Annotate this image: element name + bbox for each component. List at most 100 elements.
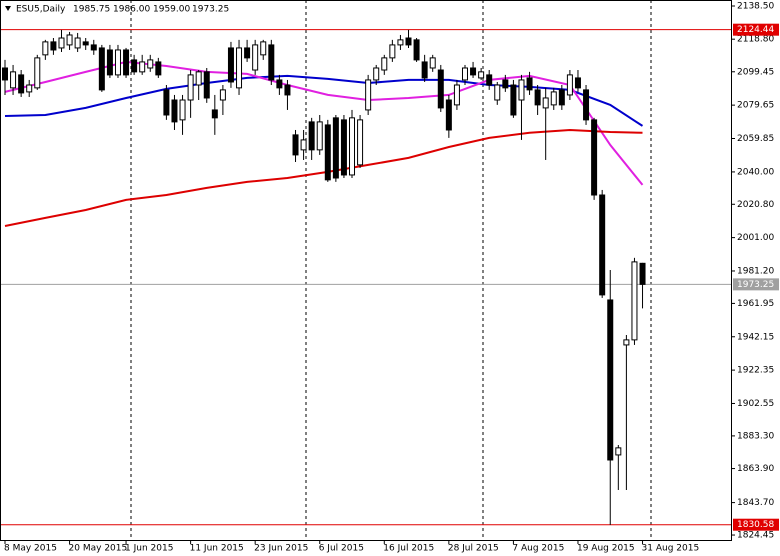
candle-body — [58, 37, 65, 49]
candle-body — [74, 37, 81, 49]
candle-body — [66, 34, 73, 46]
candle-body — [357, 119, 364, 166]
candle-body — [332, 117, 339, 179]
x-tick-label: 20 May 2015 — [69, 544, 128, 554]
candle-body — [252, 44, 259, 71]
y-tick-label: 2138.50 — [737, 1, 774, 11]
candle-body — [453, 84, 460, 106]
y-tick-label: 2040.00 — [737, 167, 774, 177]
candle-body — [42, 41, 49, 56]
y-tick-label: 2020.80 — [737, 200, 774, 210]
candle-body — [437, 69, 444, 109]
candle-body — [583, 89, 590, 121]
candle-body — [413, 39, 420, 61]
candle-body — [171, 99, 178, 123]
candle-body — [179, 99, 186, 121]
candle-body — [591, 119, 598, 196]
symbol: ESU5,Daily — [16, 5, 66, 15]
candle-body — [82, 41, 89, 46]
candle-body — [421, 61, 428, 79]
candle-body — [478, 71, 485, 79]
x-tick-label: 11 Jun 2015 — [190, 544, 244, 554]
x-tick-label: 23 Jun 2015 — [254, 544, 308, 554]
y-tick-label: 2001.00 — [737, 233, 774, 243]
candle-body — [147, 59, 154, 69]
x-tick-label: 8 May 2015 — [4, 544, 57, 554]
y-tick-label: 2118.80 — [737, 35, 774, 45]
x-tick-label: 7 Aug 2015 — [512, 544, 564, 554]
candle-body — [639, 262, 646, 285]
y-tick-label: 1902.55 — [737, 399, 774, 409]
candle-body — [534, 89, 541, 106]
price-level-label: 1973.25 — [737, 280, 774, 290]
header-value: 1985.75 — [73, 5, 110, 15]
candle-body — [276, 79, 283, 89]
candle-body — [607, 299, 614, 461]
candle-body — [292, 134, 299, 156]
candle-body — [340, 119, 347, 176]
x-tick-label: 6 Jul 2015 — [319, 544, 364, 554]
candle-body — [381, 57, 388, 71]
candle-body — [18, 74, 25, 94]
candle-body — [300, 139, 307, 151]
candle-body — [90, 44, 97, 51]
x-tick-label: 28 Jul 2015 — [448, 544, 499, 554]
candle-body — [558, 89, 565, 106]
candle-body — [316, 121, 323, 151]
candle-body — [268, 44, 275, 81]
header-value: 1973.25 — [192, 5, 229, 15]
candle-body — [260, 41, 267, 56]
candle-body — [10, 71, 17, 89]
candle-body — [470, 67, 477, 76]
candle-body — [349, 117, 356, 176]
candle-body — [211, 109, 218, 119]
y-tick-label: 1961.95 — [737, 299, 774, 309]
candle-body — [227, 47, 234, 83]
candle-body — [195, 71, 202, 86]
candle-body — [502, 79, 509, 89]
candle-body — [373, 67, 380, 81]
candle-body — [98, 47, 105, 91]
candle-body — [631, 261, 638, 341]
candle-body — [542, 97, 549, 109]
candle-body — [155, 61, 162, 76]
candle-body — [114, 49, 121, 76]
candle-body — [26, 84, 33, 93]
x-tick-label: 19 Aug 2015 — [577, 544, 635, 554]
y-tick-label: 1942.15 — [737, 332, 774, 342]
candle-body — [139, 61, 146, 73]
candle-body — [244, 47, 251, 59]
candle-body — [131, 59, 138, 73]
header-icon — [5, 6, 11, 11]
candle-body — [445, 99, 452, 131]
header-value: 1986.00 — [113, 5, 150, 15]
y-tick-label: 1981.20 — [737, 266, 774, 276]
candle-body — [34, 57, 41, 89]
price-level-label: 2124.44 — [737, 25, 774, 35]
y-tick-label: 2099.45 — [737, 67, 774, 77]
candle-body — [397, 39, 404, 46]
candle-body — [461, 67, 468, 81]
candle-body — [324, 124, 331, 181]
y-tick-label: 2079.65 — [737, 101, 774, 111]
y-tick-label: 1824.45 — [737, 531, 774, 541]
candle-body — [2, 67, 8, 81]
candle-body — [615, 447, 622, 456]
candle-body — [623, 339, 630, 346]
candle-body — [187, 74, 194, 101]
candle-body — [365, 79, 372, 111]
candle-body — [123, 49, 130, 76]
candle-body — [236, 47, 243, 89]
candle-body — [219, 89, 226, 101]
moving-average — [4, 74, 644, 127]
candle-body — [203, 71, 210, 99]
y-tick-label: 1883.30 — [737, 431, 774, 441]
candle-body — [526, 77, 533, 91]
candle-body — [566, 74, 573, 96]
y-tick-label: 2059.85 — [737, 134, 774, 144]
y-tick-label: 1863.90 — [737, 464, 774, 474]
candle-body — [494, 84, 501, 101]
